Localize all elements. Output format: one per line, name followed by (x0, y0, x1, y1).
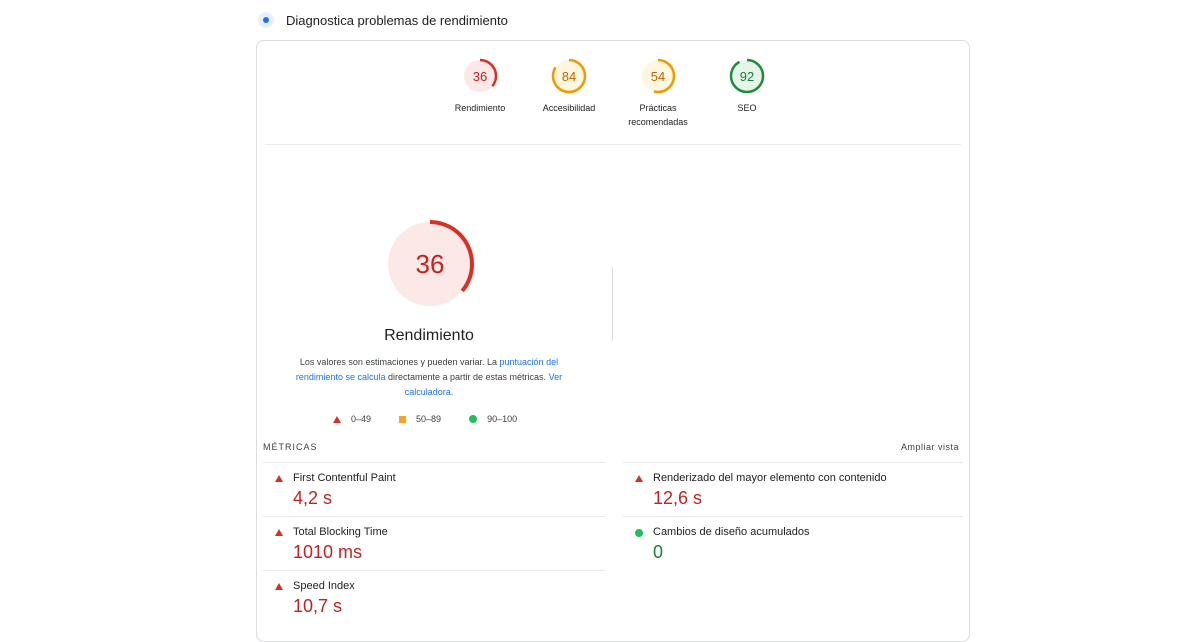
gauge-label: SEO (737, 103, 757, 113)
page-header: Diagnostica problemas de rendimiento (258, 10, 508, 30)
metric-tbt: Total Blocking Time 1010 ms (263, 516, 605, 571)
divider (265, 144, 961, 145)
red-triangle-icon (275, 583, 283, 590)
gauge-score: 36 (473, 69, 487, 84)
red-triangle-icon (275, 475, 283, 482)
gauge-score: 54 (651, 69, 665, 84)
metric-speed-index: Speed Index 10,7 s (263, 570, 605, 625)
page-title: Diagnostica problemas de rendimiento (286, 12, 508, 28)
metrics-header: MÉTRICAS Ampliar vista (263, 442, 959, 456)
vertical-divider (612, 267, 613, 341)
red-triangle-icon (275, 529, 283, 536)
gauge-accessibility[interactable]: 84 Accesibilidad (519, 57, 619, 115)
gauge-score: 84 (562, 69, 576, 84)
gauge-performance[interactable]: 36 Rendimiento (430, 57, 530, 115)
main-performance-gauge: 36 (386, 220, 474, 308)
gauge-label: Accesibilidad (542, 103, 596, 113)
green-circle-icon (469, 415, 478, 423)
lighthouse-icon (258, 12, 274, 28)
gauge-label: Rendimiento (454, 103, 506, 113)
metric-fcp: First Contentful Paint 4,2 s (263, 462, 605, 517)
gauge-score: 92 (740, 69, 754, 84)
main-gauge-title: Rendimiento (384, 327, 474, 344)
report-card: 36 Rendimiento 84 Accesibilidad 54 Práct… (256, 40, 970, 642)
green-circle-icon (635, 529, 643, 537)
main-score: 36 (416, 249, 445, 279)
category-gauges: 36 Rendimiento 84 Accesibilidad 54 Práct… (257, 57, 969, 147)
metric-cls: Cambios de diseño acumulados 0 (623, 516, 963, 571)
score-description: Los valores son estimaciones y pueden va… (295, 357, 563, 397)
orange-square-icon (399, 415, 407, 423)
score-calc-link[interactable]: puntuación del rendimiento se calcula (295, 357, 559, 382)
red-triangle-icon (333, 415, 341, 423)
gauge-best-practices[interactable]: 54 Prácticas recomendadas (608, 57, 708, 129)
red-triangle-icon (635, 475, 643, 482)
metric-lcp: Renderizado del mayor elemento con conte… (623, 462, 963, 517)
gauge-seo[interactable]: 92 SEO (697, 57, 797, 115)
metrics-heading: MÉTRICAS (263, 442, 318, 452)
score-legend: 0–49 50–89 90–100 (333, 414, 545, 424)
gauge-label: Prácticas recomendadas (628, 103, 688, 127)
expand-view-button[interactable]: Ampliar vista (900, 442, 959, 452)
calculator-link[interactable]: Ver calculadora. (404, 372, 563, 397)
